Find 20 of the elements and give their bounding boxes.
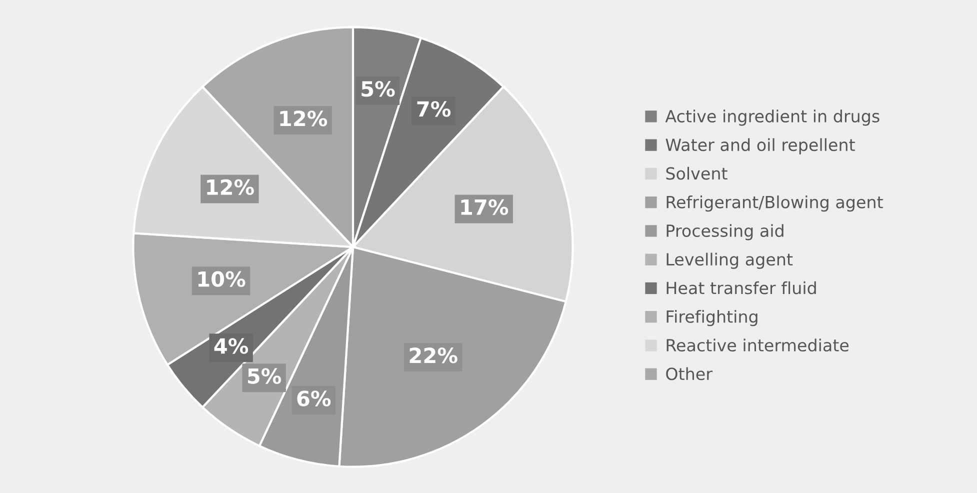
legend-label: Firefighting — [666, 310, 758, 326]
data-label: 4% — [214, 338, 248, 354]
data-label: 12% — [207, 179, 254, 196]
data-label: 5% — [248, 368, 282, 384]
legend-label: Heat transfer fluid — [666, 281, 816, 294]
legend-label: Processing aid — [666, 224, 784, 240]
legend-label: Water and oil repellent — [666, 138, 855, 154]
legend-label: Solvent — [666, 166, 728, 180]
legend-label: Levelling agent — [666, 252, 793, 269]
data-label: 17% — [461, 199, 508, 216]
data-label: 6% — [297, 390, 331, 406]
legend-label: Reactive intermediate — [666, 338, 849, 352]
data-label: 5% — [362, 80, 395, 97]
legend-label: Refrigerant/Blowing agent — [666, 195, 883, 212]
data-label: 12% — [280, 110, 328, 126]
data-label: 10% — [198, 271, 246, 287]
data-label: 22% — [410, 348, 458, 364]
legend-label: Other — [666, 367, 712, 380]
legend-label: Active ingredient in drugs — [665, 110, 880, 126]
data-label: 7% — [417, 101, 451, 117]
